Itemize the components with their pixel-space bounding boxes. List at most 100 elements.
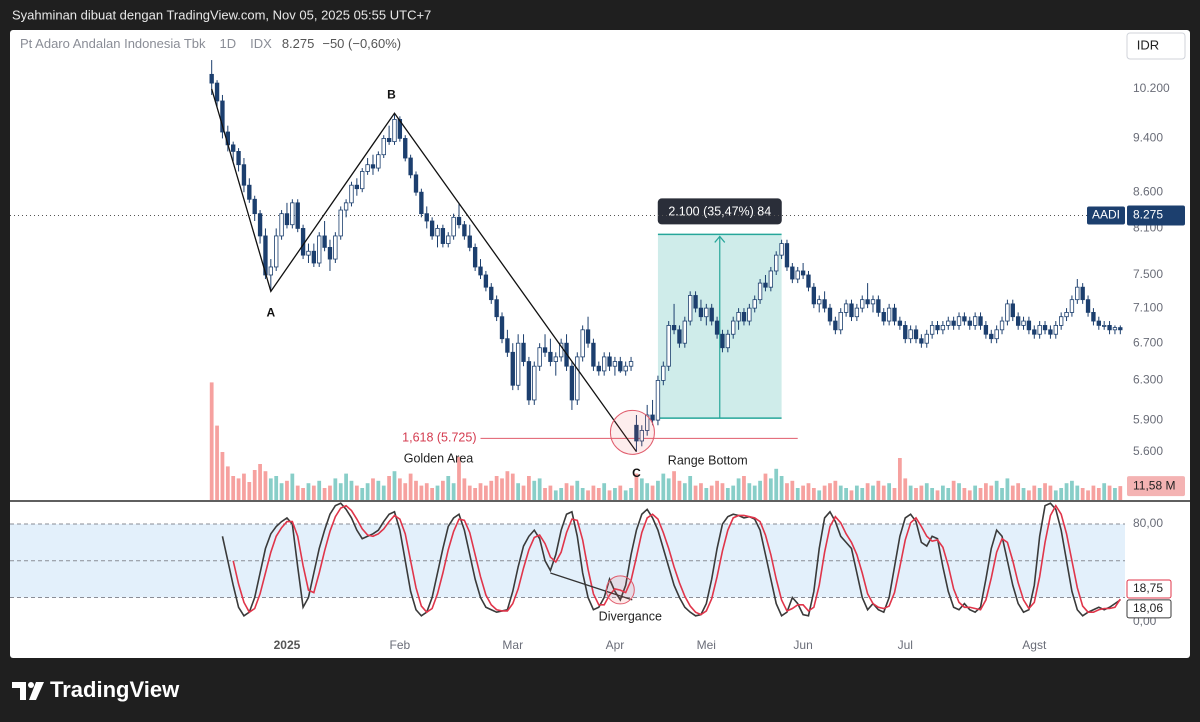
candle-body	[343, 202, 349, 211]
candle-body	[494, 299, 499, 318]
candle-body	[876, 299, 881, 313]
volume-bar	[290, 473, 295, 500]
volume-bar	[301, 488, 305, 500]
volume-bar	[371, 478, 375, 500]
volume-bar	[629, 488, 633, 500]
volume-bar	[795, 488, 800, 500]
volume-bar	[225, 466, 230, 500]
volume-bar	[484, 485, 488, 500]
volume-last-box	[1127, 476, 1185, 497]
volume-bar	[967, 490, 972, 500]
osc-last-label: 18,06	[1133, 601, 1163, 615]
volume-last-label: 11,58 M	[1133, 478, 1175, 492]
candle-body	[1118, 327, 1123, 331]
volume-bar	[978, 488, 983, 500]
volume-bar	[1016, 483, 1021, 500]
candle-body	[1058, 316, 1064, 326]
candle-body	[553, 356, 558, 362]
volume-bar	[908, 485, 913, 500]
volume-bar	[941, 485, 945, 500]
volume-bar	[537, 478, 542, 500]
volume-bar	[510, 473, 515, 500]
volume-bar	[317, 480, 322, 500]
ticker: AADI	[1092, 208, 1120, 222]
volume-bar	[295, 485, 300, 500]
osc-last-box	[1126, 599, 1172, 619]
candle-body	[408, 157, 413, 176]
volume-bar	[570, 485, 574, 500]
candle-body	[209, 73, 214, 84]
volume-bar	[763, 473, 768, 500]
candle-body	[290, 202, 295, 226]
candle-body	[892, 307, 897, 322]
volume-bar	[527, 476, 531, 500]
candle-body	[709, 307, 714, 322]
candle-body	[994, 329, 999, 340]
x-tick-label: 2025	[274, 638, 301, 652]
candle-body	[505, 338, 510, 353]
volume-bar	[957, 483, 961, 500]
candle-body	[214, 82, 220, 102]
candle-body	[311, 250, 317, 264]
volume-bar	[822, 485, 827, 500]
y-tick-label: 7.100	[1133, 300, 1163, 314]
volume-bar	[1027, 490, 1031, 500]
candle-body	[424, 213, 429, 222]
osc-line	[232, 504, 1121, 616]
volume-bar	[236, 478, 241, 500]
volume-bar	[322, 488, 327, 500]
volume-bar	[736, 478, 741, 500]
fib-zone-label: Golden Area	[404, 452, 474, 466]
volume-bar	[876, 480, 881, 500]
volume-bar	[871, 485, 875, 500]
volume-bar	[252, 470, 257, 500]
volume-bar	[951, 480, 956, 500]
currency-box[interactable]	[1126, 32, 1186, 60]
divergence-label: Divergance	[599, 609, 662, 623]
volume-bar	[914, 488, 918, 500]
candle-body	[419, 191, 424, 215]
volume-bar	[704, 488, 709, 500]
volume-bar	[397, 478, 402, 500]
volume-bar	[1000, 488, 1004, 500]
volume-bar	[1043, 483, 1047, 500]
candle-body	[736, 312, 741, 322]
volume-bar	[623, 490, 628, 500]
candle-body	[451, 216, 456, 237]
volume-bar	[414, 480, 418, 500]
volume-bar	[666, 478, 671, 500]
candle-body	[257, 213, 263, 237]
volume-bar	[785, 483, 789, 500]
ticker-box	[1087, 206, 1125, 225]
volume-bar	[478, 483, 483, 500]
candle-body	[1032, 329, 1037, 335]
candle-body	[967, 320, 972, 326]
candle-body	[639, 430, 644, 442]
candle-body	[779, 243, 784, 256]
currency[interactable]: IDR	[1137, 37, 1159, 52]
candle-body	[569, 365, 575, 401]
candle-body	[295, 202, 300, 229]
volume-bar	[247, 482, 252, 500]
candle-body	[510, 351, 515, 386]
volume-bar	[844, 488, 848, 500]
volume-bar	[672, 471, 676, 500]
candle-body	[1037, 325, 1042, 335]
volume-bar	[1037, 488, 1042, 500]
candle-body	[231, 144, 236, 152]
candle-body	[585, 329, 591, 344]
candle-body	[1112, 327, 1118, 331]
candle-body	[499, 316, 505, 340]
caption: Syahminan dibuat dengan TradingView.com,…	[12, 7, 431, 22]
candle-body	[542, 347, 548, 353]
candle-body	[575, 356, 580, 401]
volume-bar	[403, 483, 408, 500]
x-tick-label: Jun	[793, 638, 812, 652]
candle-body	[655, 380, 661, 421]
volume-bar	[849, 490, 854, 500]
volume-bar	[258, 464, 262, 500]
volume-bar	[903, 478, 908, 500]
candle-body	[618, 361, 623, 372]
volume-bar	[1091, 485, 1096, 500]
